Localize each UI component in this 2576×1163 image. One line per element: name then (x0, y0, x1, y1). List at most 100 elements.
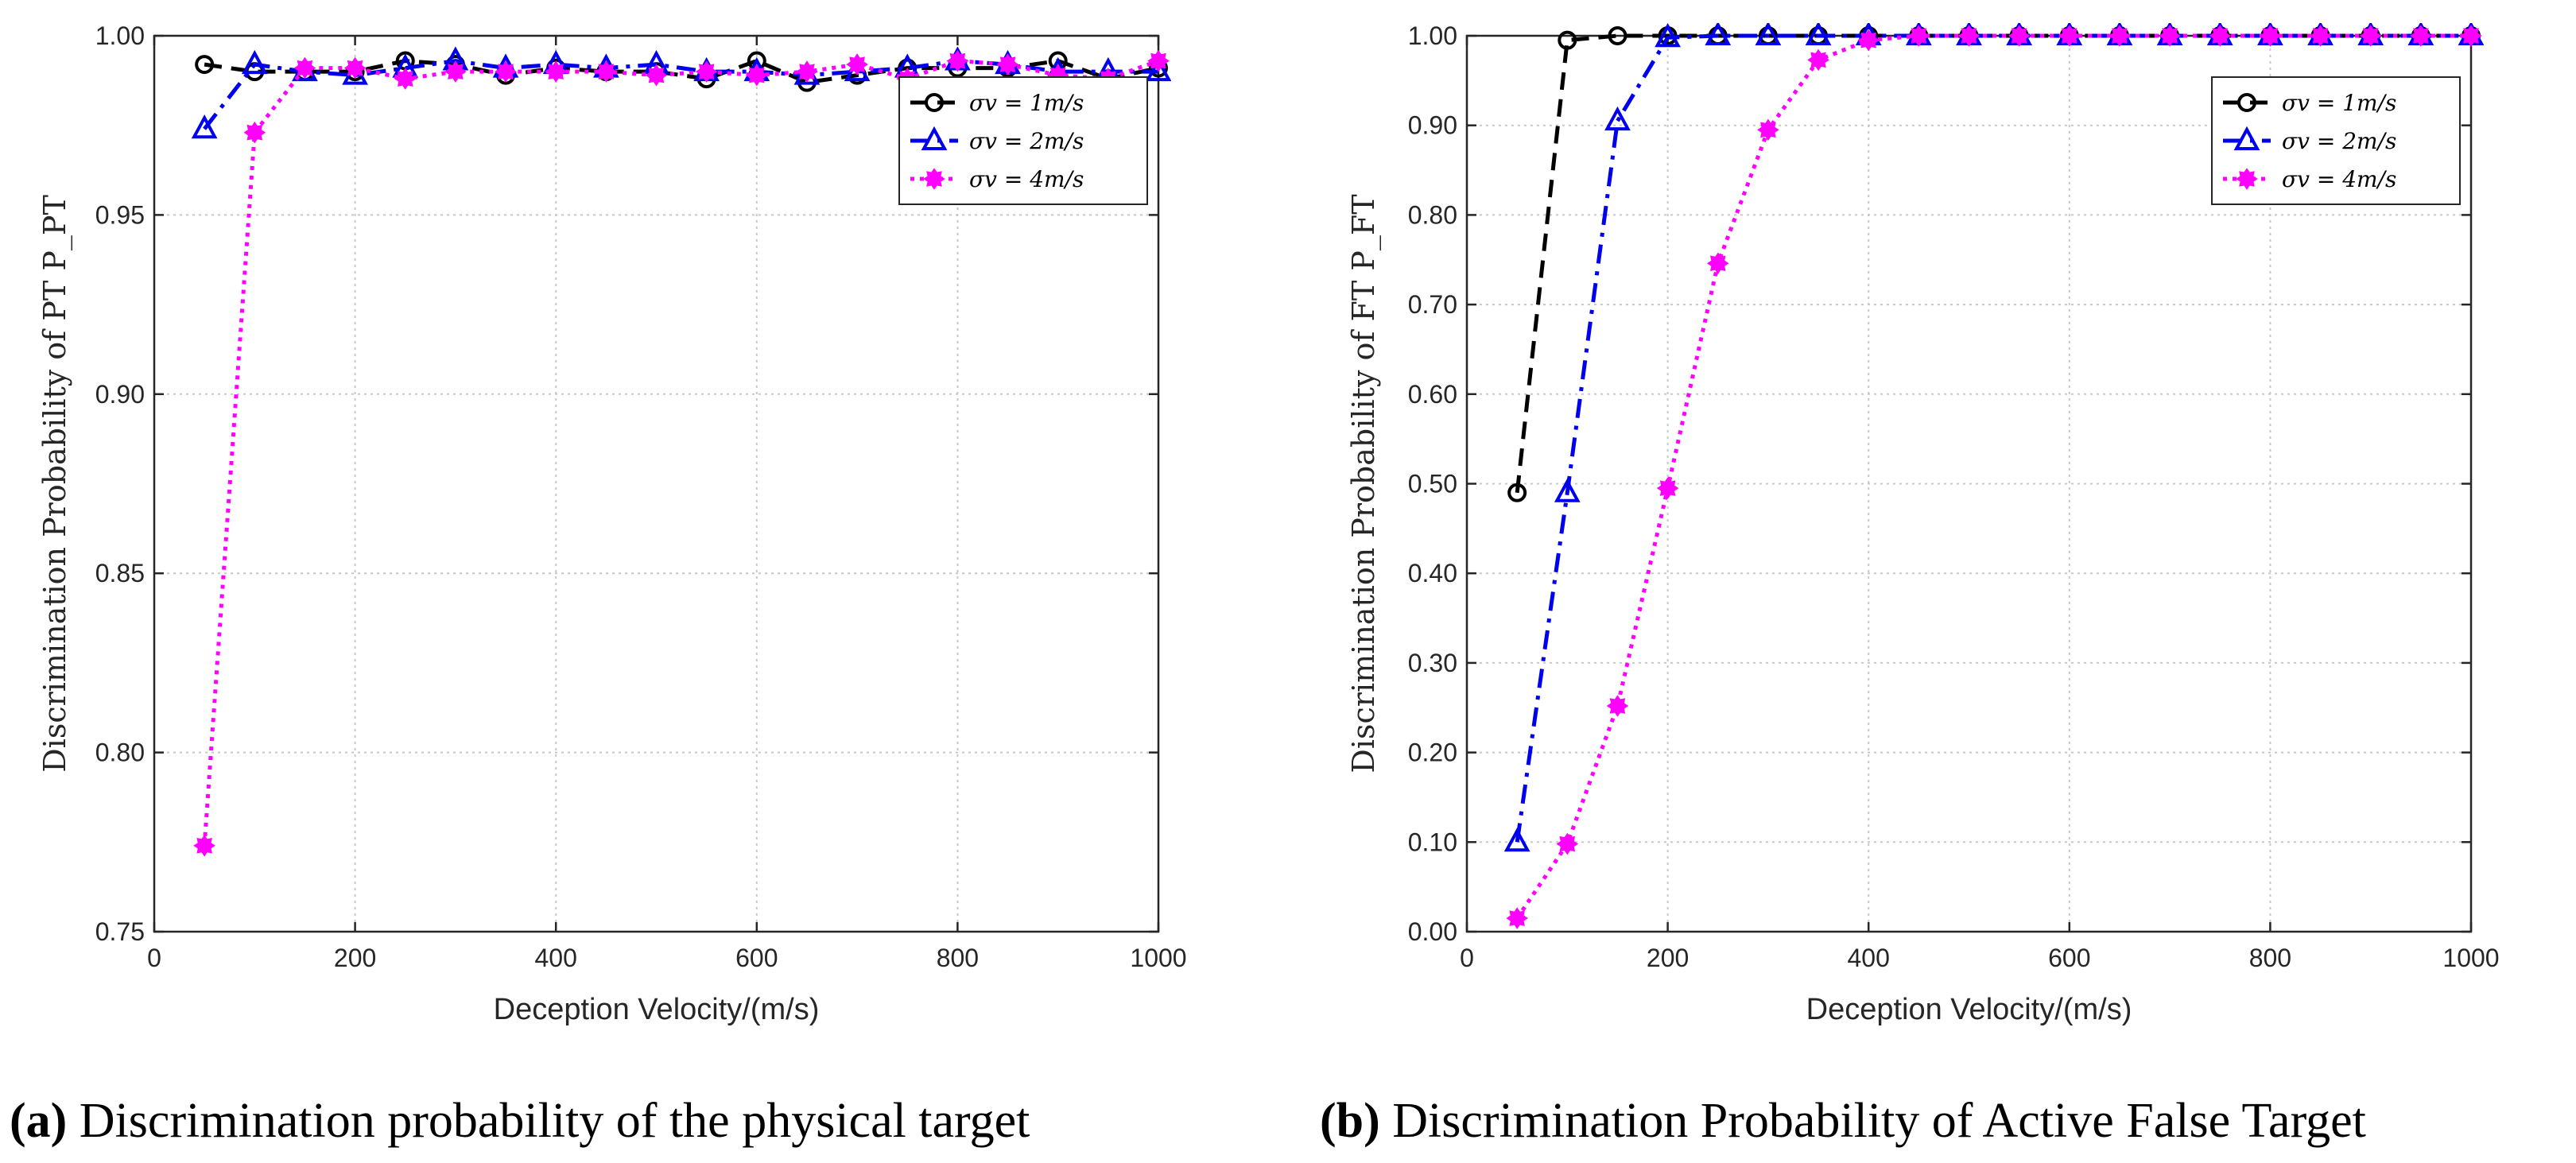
data-point (2359, 25, 2382, 47)
data-point (1503, 828, 1530, 852)
data-point (241, 49, 268, 75)
data-point (1857, 29, 1880, 52)
y-axis-label: Discrimination Probability of FT P_FT (1346, 194, 1382, 773)
data-point (1608, 26, 1627, 45)
data-point (1655, 23, 1681, 48)
x-tick-label: 0 (1460, 944, 1474, 972)
legend-label: σv = 2m/s (969, 128, 1084, 154)
data-point (1145, 56, 1171, 82)
legend: σv = 1m/s σv = 2m/s σv = 4m/s (2211, 76, 2461, 205)
data-point (1558, 30, 1577, 50)
data-point (595, 60, 618, 83)
data-point (996, 53, 1019, 76)
x-tick-label: 600 (2048, 944, 2090, 972)
legend-marker (2233, 126, 2260, 150)
series-3 (193, 49, 1170, 857)
x-tick-label: 800 (2249, 944, 2291, 972)
legend-label: σv = 2m/s (2282, 128, 2396, 154)
data-point (846, 53, 868, 76)
x-tick-label: 1000 (1130, 944, 1186, 972)
caption-b-label: (b) (1320, 1094, 1380, 1148)
legend-label: σv = 1m/s (2282, 90, 2396, 116)
caption-a-label: (a) (10, 1094, 67, 1148)
data-point (191, 114, 218, 139)
data-point (1705, 23, 1732, 45)
legend-entry-1: σv = 1m/s (910, 90, 1084, 116)
x-tick-label: 800 (937, 944, 979, 972)
data-point (1807, 48, 1829, 72)
caption-a-text: Discrimination probability of the physic… (67, 1094, 1030, 1148)
caption-b: (b) Discrimination Probability of Active… (1320, 1094, 2366, 1148)
legend-marker (925, 93, 944, 112)
x-tick-label: 200 (1647, 944, 1689, 972)
data-point (1755, 23, 1782, 45)
series-3 (1506, 25, 2482, 929)
x-tick-label: 1000 (2442, 944, 2499, 972)
data-point (343, 56, 367, 79)
y-tick-label: 0.40 (1408, 559, 1457, 587)
y-tick-label: 0.00 (1408, 917, 1457, 946)
series-line (1515, 33, 2471, 920)
data-point (1706, 252, 1729, 275)
data-point (2259, 25, 2282, 47)
x-axis-label: Deception Velocity/(m/s) (1806, 993, 2132, 1026)
legend-marker (2236, 168, 2258, 190)
data-point (1606, 695, 1629, 717)
data-point (1907, 25, 1930, 47)
data-point (1757, 118, 1779, 141)
y-axis-label: Discrimination Probability of PT P_PT (37, 195, 73, 773)
legend-entry-3: σv = 4m/s (910, 166, 1084, 192)
chart-a: 0 200 400 600 800 1000 0.75 0.80 0.85 0.90 0.95 1.0… (37, 21, 1187, 1026)
data-point (2008, 25, 2031, 47)
data-point (545, 60, 568, 83)
data-point (2409, 25, 2432, 47)
data-point (645, 64, 668, 87)
data-point (444, 60, 467, 83)
data-point (1957, 25, 1980, 47)
y-tick-label: 0.80 (95, 739, 145, 767)
y-tick-label: 0.90 (1408, 111, 1457, 140)
y-tick-label: 0.80 (1408, 200, 1457, 229)
data-point (1604, 106, 1631, 131)
y-tick-label: 1.00 (95, 21, 145, 50)
legend-label: σv = 4m/s (2282, 166, 2396, 192)
data-point (2309, 25, 2332, 47)
axes-frame (153, 34, 1160, 933)
data-point (2460, 25, 2482, 47)
x-tick-label: 400 (1848, 944, 1890, 972)
data-point (2209, 25, 2232, 47)
y-tick-label: 0.90 (95, 380, 145, 409)
x-tick-label: 0 (147, 944, 161, 972)
y-tick-label: 0.85 (95, 559, 145, 587)
x-tick-label: 600 (735, 944, 778, 972)
legend-marker (2237, 93, 2256, 112)
caption-a: (a) Discrimination probability of the ph… (10, 1094, 1030, 1148)
data-point (243, 121, 266, 144)
legend-entry-1: σv = 1m/s (2223, 90, 2396, 116)
legend: σv = 1m/s σv = 2m/s σv = 4m/s (898, 76, 1148, 205)
data-point (946, 49, 969, 72)
x-axis-label: Deception Velocity/(m/s) (494, 993, 820, 1026)
data-point (1556, 832, 1579, 855)
data-point (695, 60, 718, 83)
data-point (1506, 907, 1529, 929)
y-tick-label: 0.60 (1408, 380, 1457, 409)
y-tick-label: 0.75 (95, 917, 145, 946)
data-point (293, 56, 316, 79)
legend-label: σv = 4m/s (969, 166, 1084, 192)
data-point (796, 60, 818, 83)
legend-entry-2: σv = 2m/s (2223, 126, 2396, 154)
data-point (2058, 25, 2081, 47)
data-point (195, 55, 215, 75)
data-point (1554, 478, 1581, 502)
data-point (2109, 25, 2131, 47)
data-point (1805, 23, 1832, 45)
chart-b: 0 200 400 600 800 1000 0.00 0.10 0.20 0.30 0.40 0.5… (1346, 21, 2500, 1026)
legend-entry-2: σv = 2m/s (910, 126, 1084, 154)
data-point (394, 68, 417, 90)
data-point (193, 834, 215, 857)
caption-b-text: Discrimination Probability of Active Fal… (1380, 1094, 2366, 1148)
data-point (745, 64, 768, 87)
y-tick-label: 1.00 (1408, 21, 1457, 50)
